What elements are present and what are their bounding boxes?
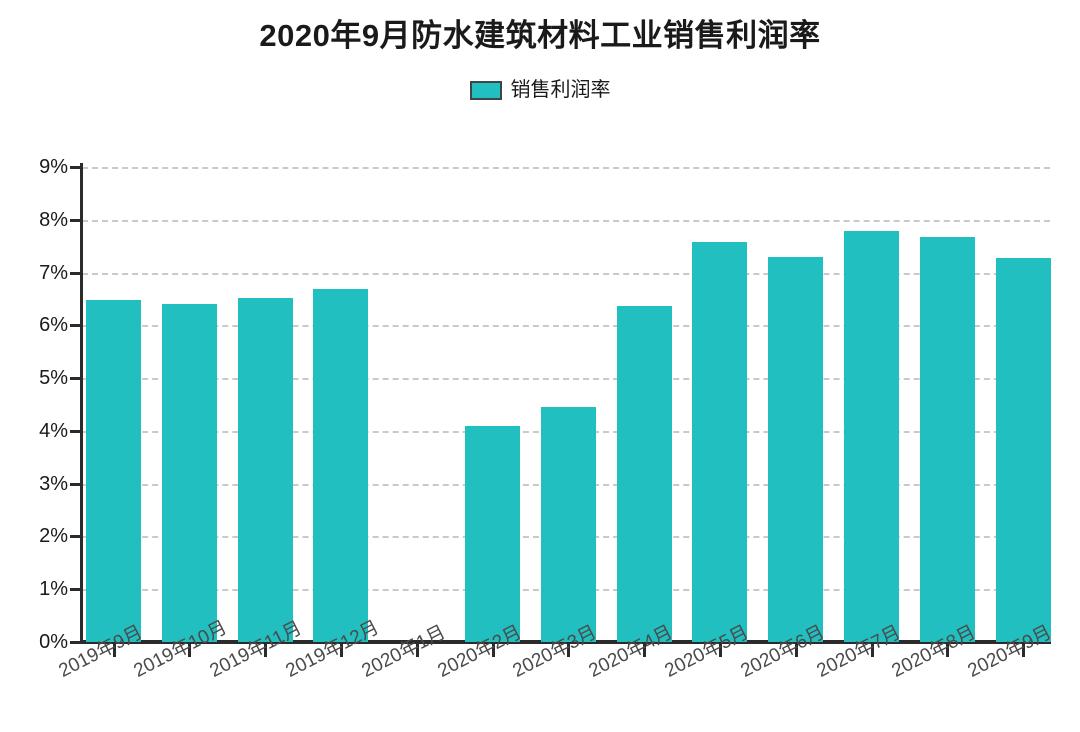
x-axis-tick-label: 2020年4月	[585, 621, 677, 682]
x-axis-tick	[946, 644, 950, 657]
y-axis: 0% 1% 2% 3% 4% 5% 6% 7% 8% 9%	[0, 0, 82, 732]
y-axis-tick-label: 0%	[39, 631, 68, 653]
y-axis-tick	[70, 588, 82, 592]
x-axis-tick	[718, 644, 722, 657]
x-axis-tick	[794, 644, 798, 657]
x-axis-tick	[491, 644, 495, 657]
x-axis-tick	[643, 644, 647, 657]
y-axis-tick	[70, 641, 82, 644]
x-axis-tick	[567, 644, 571, 657]
y-axis-tick	[70, 271, 82, 275]
y-axis-tick-label: 7%	[39, 261, 68, 284]
y-axis-tick-label: 9%	[39, 156, 68, 178]
bar[interactable]	[161, 304, 217, 642]
y-axis-tick	[70, 324, 82, 328]
x-axis-tick	[415, 644, 419, 657]
x-axis-tick-label: 2020年6月	[737, 621, 828, 682]
x-axis-tick	[112, 644, 116, 657]
y-axis-tick	[70, 377, 82, 381]
legend-item-label: 销售利润率	[510, 79, 611, 101]
y-axis-tick-label: 6%	[39, 314, 68, 337]
y-axis-tick-label: 5%	[39, 367, 68, 390]
x-axis-tick-label: 2020年8月	[888, 621, 980, 682]
y-axis-tick	[70, 218, 82, 222]
y-axis-tick-label: 8%	[39, 208, 68, 231]
x-axis-tick-label: 2020年2月	[434, 621, 525, 682]
y-axis-tick	[70, 429, 82, 433]
y-axis-tick-label: 1%	[39, 578, 68, 601]
bar[interactable]	[313, 289, 369, 642]
x-axis-tick	[264, 644, 268, 657]
bar[interactable]	[465, 425, 520, 642]
x-axis-tick	[1022, 644, 1026, 657]
x-axis-tick	[339, 644, 343, 657]
x-axis-tick-label: 2020年9月	[964, 621, 1056, 682]
bar[interactable]	[86, 300, 141, 642]
x-axis-tick-label: 2020年5月	[661, 621, 752, 682]
y-axis-tick-label: 3%	[39, 472, 68, 495]
page-title: 2020年9月防水建筑材料工业销售利润率	[259, 18, 821, 53]
x-axis-tick-label: 2020年3月	[509, 621, 601, 682]
legend-swatch-icon	[469, 80, 502, 100]
x-axis-tick	[870, 644, 874, 657]
y-axis-tick-label: 4%	[39, 419, 68, 442]
bar[interactable]	[237, 297, 293, 642]
bar[interactable]	[692, 241, 748, 642]
chart-legend: 销售利润率	[0, 80, 1080, 100]
legend-item-sales-profit-rate[interactable]: 销售利润率	[469, 79, 611, 101]
y-axis-tick	[70, 482, 82, 486]
x-axis-tick	[188, 644, 192, 657]
x-axis-line	[80, 640, 1051, 644]
y-axis-line	[80, 163, 83, 644]
x-axis-tick-label: 2019年9月	[55, 621, 146, 682]
y-axis-tick	[70, 166, 82, 169]
bar[interactable]	[844, 231, 899, 642]
bar[interactable]	[616, 306, 672, 642]
bar[interactable]	[919, 237, 975, 642]
bar[interactable]	[768, 256, 824, 642]
y-axis-tick	[70, 535, 82, 539]
x-axis-tick-label: 2020年7月	[813, 621, 904, 682]
y-axis-tick-label: 2%	[39, 525, 68, 548]
bar[interactable]	[540, 407, 596, 642]
bar[interactable]	[995, 258, 1051, 642]
